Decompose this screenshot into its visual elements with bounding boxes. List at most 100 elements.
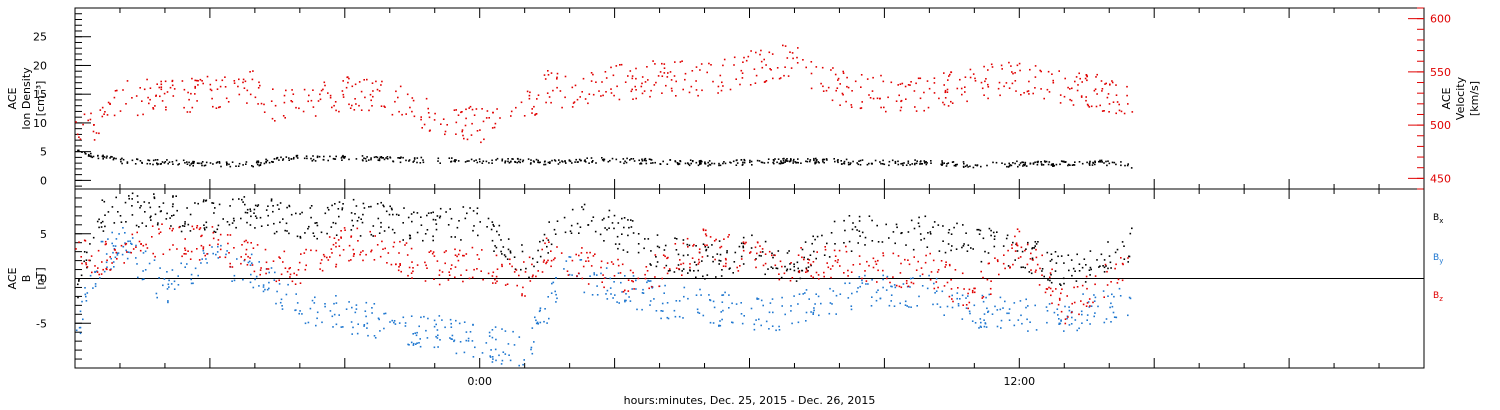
data-point: [759, 245, 761, 247]
data-point: [409, 237, 411, 240]
data-point: [923, 160, 926, 162]
data-point: [264, 248, 267, 251]
data-point: [374, 337, 377, 339]
x-axis-title: hours:minutes, Dec. 25, 2015 - Dec. 26, …: [624, 394, 876, 407]
data-point: [397, 96, 399, 99]
data-point: [1067, 316, 1069, 318]
data-point: [256, 244, 259, 246]
data-point: [615, 65, 618, 67]
data-point: [279, 221, 281, 224]
data-point: [194, 87, 196, 89]
data-point: [420, 118, 422, 121]
data-point: [888, 237, 890, 239]
data-point: [361, 221, 364, 224]
data-point: [861, 159, 864, 161]
data-point: [98, 218, 100, 221]
data-point: [100, 226, 103, 228]
data-point: [491, 329, 494, 331]
data-point: [94, 265, 96, 267]
data-point: [632, 158, 635, 160]
data-point: [475, 108, 478, 110]
data-point: [951, 102, 954, 104]
data-point: [552, 89, 554, 92]
data-point: [868, 215, 871, 217]
data-point: [251, 165, 253, 167]
data-point: [1078, 313, 1080, 316]
data-point: [85, 259, 88, 261]
data-point: [271, 117, 274, 120]
data-point: [224, 86, 227, 88]
data-point: [663, 267, 666, 269]
data-point: [991, 66, 994, 68]
data-point: [689, 266, 691, 269]
data-point: [139, 87, 141, 89]
data-point: [647, 79, 649, 81]
data-point: [662, 254, 665, 256]
data-point: [501, 359, 504, 362]
data-point: [374, 235, 376, 237]
data-point: [251, 264, 254, 266]
data-point: [168, 286, 170, 288]
data-point: [172, 195, 174, 197]
data-point: [246, 89, 249, 92]
data-point: [987, 86, 990, 88]
data-point: [806, 270, 809, 273]
data-point: [286, 206, 288, 209]
data-point: [352, 248, 355, 251]
data-point: [288, 157, 290, 159]
data-point: [437, 334, 439, 337]
data-point: [725, 262, 727, 265]
data-point: [408, 159, 411, 161]
data-point: [254, 204, 257, 207]
data-point: [281, 308, 284, 310]
data-point: [196, 162, 199, 164]
data-point: [795, 280, 798, 282]
data-point: [212, 231, 215, 234]
data-point: [842, 70, 844, 73]
data-point: [136, 231, 138, 234]
data-point: [377, 217, 380, 220]
data-point: [583, 203, 586, 206]
data-point: [415, 343, 417, 345]
legend-subscript: z: [1439, 295, 1443, 303]
data-point: [564, 75, 567, 78]
data-point: [590, 265, 593, 267]
data-point: [93, 124, 95, 126]
data-point: [329, 256, 331, 258]
data-point: [412, 342, 415, 345]
data-point: [122, 245, 125, 248]
data-point: [190, 278, 192, 281]
data-point: [403, 207, 405, 209]
data-point: [399, 264, 401, 266]
data-point: [363, 324, 366, 326]
data-point: [785, 269, 788, 272]
data-point: [84, 293, 87, 296]
data-point: [575, 253, 577, 256]
data-point: [590, 220, 593, 222]
data-point: [589, 251, 591, 254]
data-point: [1047, 163, 1050, 166]
data-point: [980, 81, 983, 84]
data-point: [392, 245, 395, 248]
data-point: [914, 159, 916, 161]
data-point: [173, 288, 176, 290]
data-point: [598, 90, 600, 92]
data-point: [790, 67, 793, 69]
data-point: [1103, 110, 1105, 112]
data-point: [352, 255, 355, 257]
data-point: [476, 130, 479, 132]
data-point: [1011, 71, 1013, 73]
data-point: [366, 156, 368, 158]
data-point: [805, 66, 807, 69]
data-point: [273, 232, 276, 235]
data-point: [462, 206, 465, 208]
data-point: [225, 161, 228, 163]
data-point: [420, 156, 423, 159]
data-point: [925, 163, 928, 166]
data-point: [118, 233, 120, 235]
data-point: [961, 246, 963, 249]
data-point: [742, 61, 744, 63]
data-point: [755, 258, 757, 260]
data-point: [718, 164, 720, 167]
data-point: [109, 157, 111, 159]
